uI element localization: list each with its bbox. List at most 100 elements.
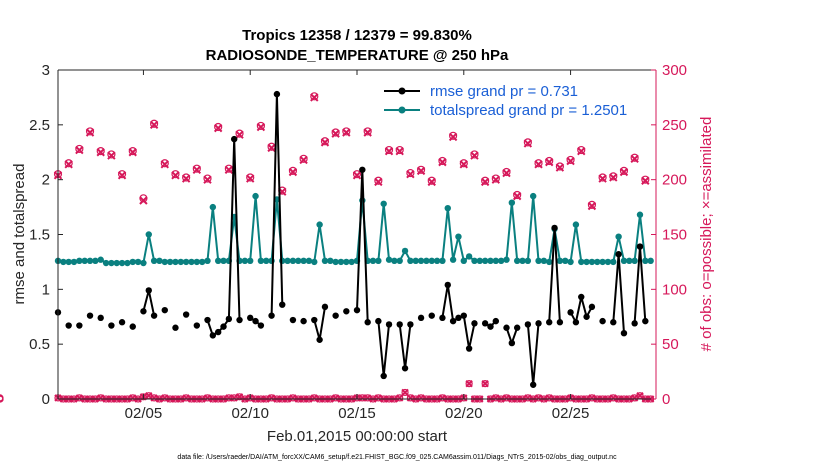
series-point-totalspread xyxy=(70,258,78,266)
obs-assimilated-point xyxy=(491,175,501,184)
series-point-rmse xyxy=(401,365,409,372)
series-point-totalspread xyxy=(289,257,297,265)
obs-assimilated-point xyxy=(139,196,148,205)
series-point-totalspread xyxy=(407,257,414,265)
obs-zero-possible-point xyxy=(401,388,409,397)
obs-possible-point xyxy=(246,173,255,182)
series-point-rmse xyxy=(193,322,201,329)
series-point-rmse xyxy=(353,306,361,314)
obs-possible-point xyxy=(256,121,265,131)
series-point-rmse xyxy=(247,314,254,322)
obs-possible-point xyxy=(566,155,575,165)
y-left-tick-label: 1 xyxy=(42,281,50,298)
x-tick-label: 02/20 xyxy=(445,405,483,422)
obs-zero-possible-point xyxy=(465,380,473,388)
series-point-rmse xyxy=(620,330,628,337)
series-point-totalspread xyxy=(642,257,649,265)
series-point-rmse xyxy=(642,317,649,325)
obs-possible-point xyxy=(64,159,73,168)
x-tick-label: 02/10 xyxy=(231,405,269,422)
obs-zero-assimilated-point xyxy=(465,379,473,388)
data-file-footer: data file: /Users/raeder/DAI/ATM_forcXX/… xyxy=(177,454,617,461)
series-point-rmse xyxy=(380,372,387,380)
obs-possible-point xyxy=(235,129,244,138)
series-point-rmse xyxy=(359,166,366,173)
series-point-rmse xyxy=(118,319,126,326)
obs-assimilated-point xyxy=(555,163,565,172)
series-point-totalspread xyxy=(513,257,521,265)
series-point-rmse xyxy=(257,322,265,329)
obs-assimilated-point xyxy=(416,166,426,176)
y-left-tick-label: 2.5 xyxy=(29,117,50,134)
obs-assimilated-point xyxy=(96,148,105,157)
obs-possible-point xyxy=(352,170,362,179)
series-point-rmse xyxy=(65,322,72,329)
y-left-tick-label: 3 xyxy=(42,62,50,79)
x-tick-label: 02/15 xyxy=(338,405,376,422)
series-point-rmse xyxy=(615,251,622,258)
series-point-totalspread xyxy=(540,257,548,265)
series-point-rmse xyxy=(551,224,558,232)
series-point-rmse xyxy=(145,287,152,294)
series-point-rmse xyxy=(289,316,297,324)
series-point-totalspread xyxy=(391,257,398,265)
series-point-totalspread xyxy=(247,257,254,265)
series-point-rmse xyxy=(316,336,323,343)
series-point-rmse xyxy=(300,317,307,325)
legend-box xyxy=(376,77,646,121)
obs-assimilated-point xyxy=(395,146,404,156)
series-point-totalspread xyxy=(65,258,72,266)
series-point-rmse xyxy=(529,381,537,388)
series-point-totalspread xyxy=(156,257,163,265)
obs-zero-assimilated-point xyxy=(481,379,489,388)
series-point-totalspread xyxy=(369,257,377,265)
series-point-totalspread xyxy=(481,257,489,265)
series-point-rmse xyxy=(343,308,350,315)
series-point-totalspread xyxy=(444,204,451,212)
series-point-rmse xyxy=(503,324,510,331)
obs-possible-point xyxy=(384,145,394,155)
series-point-totalspread xyxy=(327,257,334,265)
y-right-tick-label: 200 xyxy=(662,172,687,189)
series-point-rmse xyxy=(572,319,580,326)
obs-possible-point xyxy=(171,170,180,179)
series-point-rmse xyxy=(236,316,243,324)
series-point-rmse xyxy=(268,312,275,319)
series-point-totalspread xyxy=(476,257,484,265)
series-point-totalspread xyxy=(535,257,542,265)
series-point-rmse xyxy=(465,345,473,352)
series-point-totalspread xyxy=(524,257,532,265)
obs-assimilated-point xyxy=(512,191,522,201)
obs-possible-point xyxy=(342,127,351,136)
series-point-totalspread xyxy=(375,257,382,265)
obs-zero-assimilated-point xyxy=(396,394,404,402)
obs-possible-point xyxy=(641,175,650,184)
y-right-tick-label: 50 xyxy=(662,336,679,353)
series-point-totalspread xyxy=(412,257,419,265)
obs-assimilated-point xyxy=(459,160,468,169)
obs-possible-point xyxy=(491,174,500,183)
ticks-layer: 02/05 02/10 02/15 02/20 02/25 0 0.5 1 1.5 2 2.5 3 0 5… xyxy=(29,62,687,422)
series-point-rmse xyxy=(214,328,222,336)
y-right-tick-label: 100 xyxy=(662,281,687,298)
obs-assimilated-point xyxy=(609,173,618,182)
series-point-rmse xyxy=(535,320,542,327)
x-tick-label: 02/05 xyxy=(125,405,163,422)
obs-possible-point xyxy=(150,119,159,128)
obs-possible-point xyxy=(598,173,607,182)
series-point-totalspread xyxy=(172,258,179,266)
chart-title-line2: RADIOSONDE_TEMPERATURE @ 250 hPa xyxy=(206,47,509,64)
series-point-totalspread xyxy=(423,257,430,265)
series-point-rmse xyxy=(428,312,435,319)
series-point-rmse xyxy=(599,317,606,325)
obs-possible-point xyxy=(288,166,298,175)
series-point-totalspread xyxy=(455,233,462,240)
obs-possible-point xyxy=(320,137,330,146)
obs-assimilated-point xyxy=(160,160,169,169)
obs-assimilated-point xyxy=(64,160,73,169)
obs-assimilated-point xyxy=(128,148,137,157)
series-point-totalspread xyxy=(92,257,99,265)
series-point-rmse xyxy=(150,312,158,319)
obs-assimilated-point xyxy=(641,176,650,185)
